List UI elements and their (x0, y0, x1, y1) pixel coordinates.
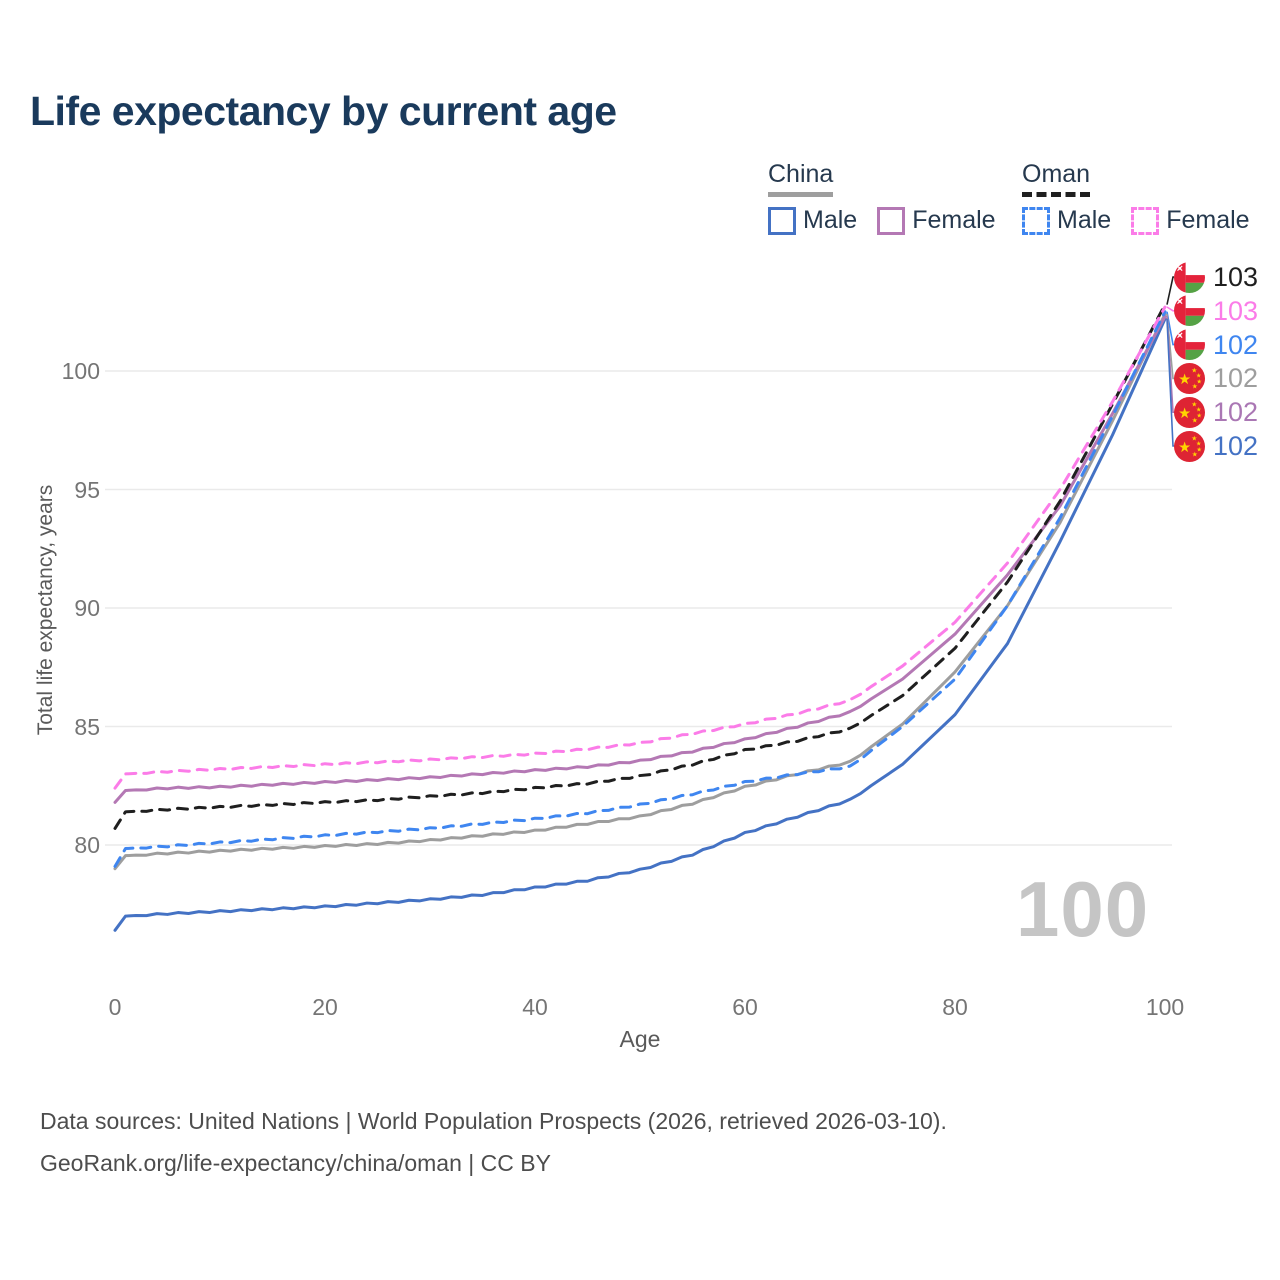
x-tick-0: 0 (108, 994, 122, 1020)
china-flag-icon: ★ ★ ★ ★ ★ (1174, 430, 1205, 462)
end-label-oman-both-sexes: 103 (1174, 261, 1258, 293)
legend-group-oman: Oman Male Female (1022, 160, 1250, 235)
svg-text:★: ★ (1196, 412, 1202, 419)
svg-text:★: ★ (1196, 378, 1202, 385)
china-female-swatch-icon (877, 206, 906, 235)
svg-text:★: ★ (1192, 383, 1198, 391)
footer-data-sources: Data sources: United Nations | World Pop… (40, 1108, 947, 1134)
series-line-oman-both-sexes (113, 303, 1167, 830)
svg-text:★: ★ (1178, 372, 1191, 388)
chart-plot (105, 276, 1182, 932)
svg-text:★: ★ (1191, 400, 1197, 408)
x-tick-80: 80 (942, 994, 968, 1020)
china-male-swatch-icon (768, 206, 796, 235)
legend-item-oman-female[interactable]: Female (1131, 206, 1250, 235)
legend-series-oman-total[interactable]: Oman (1022, 160, 1091, 197)
oman-flag-icon (1174, 295, 1205, 327)
y-tick-95: 95 (74, 476, 100, 503)
y-tick-80: 80 (74, 832, 100, 858)
end-label-value: 103 (1213, 295, 1259, 326)
svg-text:★: ★ (1196, 372, 1202, 379)
page-title: Life expectancy by current age (30, 88, 617, 134)
end-label-china-male: ★ ★ ★ ★ ★ 102 (1174, 430, 1258, 462)
china-flag-icon: ★ ★ ★ ★ ★ (1174, 396, 1205, 428)
svg-text:★: ★ (1196, 406, 1202, 413)
x-tick-40: 40 (522, 994, 548, 1020)
end-label-china-female: ★ ★ ★ ★ ★ 102 (1174, 396, 1258, 428)
legend-series-china-total[interactable]: China (768, 160, 834, 197)
end-label-value: 102 (1213, 397, 1259, 428)
series-line-oman-female (113, 305, 1167, 790)
series-line-china-male (113, 317, 1167, 932)
oman-flag-icon (1174, 261, 1205, 293)
end-label-value: 102 (1213, 329, 1259, 360)
legend-item-oman-male[interactable]: Male (1022, 206, 1111, 235)
legend-group-china: China Male Female (768, 160, 996, 235)
svg-text:★: ★ (1191, 367, 1197, 375)
svg-text:★: ★ (1192, 450, 1198, 458)
y-tick-85: 85 (74, 713, 100, 740)
svg-text:★: ★ (1178, 439, 1191, 455)
end-label-value: 103 (1213, 262, 1259, 292)
oman-male-swatch-icon (1022, 206, 1050, 235)
y-axis-title: Total life expectancy, years (34, 484, 57, 736)
svg-text:★: ★ (1178, 406, 1191, 422)
svg-text:★: ★ (1191, 434, 1197, 442)
series-line-oman-male (113, 310, 1167, 868)
legend-item-china-female[interactable]: Female (877, 206, 996, 235)
x-tick-20: 20 (312, 994, 338, 1020)
x-tick-60: 60 (732, 994, 758, 1020)
svg-text:★: ★ (1196, 446, 1202, 453)
svg-text:★: ★ (1192, 416, 1198, 424)
svg-text:★: ★ (1196, 440, 1202, 447)
end-label-value: 102 (1213, 431, 1259, 461)
footer-attribution: GeoRank.org/life-expectancy/china/oman |… (40, 1150, 551, 1176)
legend-item-china-male[interactable]: Male (768, 206, 857, 235)
end-label-oman-female: 103 (1174, 295, 1258, 327)
oman-flag-icon (1174, 329, 1205, 361)
series-line-china-female (113, 314, 1167, 804)
end-label-oman-male: 102 (1174, 329, 1258, 361)
y-tick-100: 100 (61, 358, 100, 384)
end-label-china-both-sexes: ★ ★ ★ ★ ★ 102 (1174, 362, 1258, 394)
x-axis-title: Age (619, 1026, 661, 1052)
x-tick-100: 100 (1145, 994, 1185, 1020)
oman-female-swatch-icon (1131, 206, 1160, 235)
age-watermark: 100 (1016, 865, 1150, 953)
end-label-value: 102 (1213, 363, 1259, 394)
china-flag-icon: ★ ★ ★ ★ ★ (1174, 362, 1205, 394)
y-tick-90: 90 (74, 595, 100, 621)
